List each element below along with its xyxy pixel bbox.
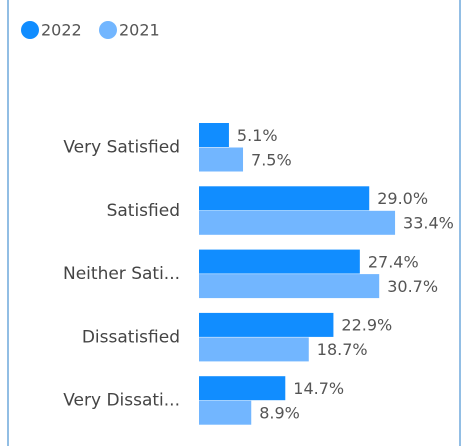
category-label: Neither Sati...	[63, 264, 180, 284]
category-label: Satisfied	[107, 201, 180, 221]
bar	[199, 312, 334, 337]
value-label: 7.5%	[251, 150, 292, 169]
bar	[199, 147, 244, 172]
category-label: Very Satisfied	[63, 138, 180, 158]
frame	[7, 0, 461, 446]
legend-marker	[99, 21, 117, 39]
bar	[199, 274, 380, 299]
category-label: Dissatisfied	[82, 327, 180, 347]
bar	[199, 123, 229, 147]
legend-label: 2021	[119, 21, 160, 40]
value-label: 8.9%	[259, 403, 300, 422]
value-label: 18.7%	[317, 340, 368, 359]
bar	[199, 400, 252, 425]
value-label: 27.4%	[368, 252, 419, 271]
bar	[199, 249, 360, 274]
value-label: 29.0%	[377, 189, 428, 208]
value-label: 5.1%	[237, 126, 278, 145]
category-label: Very Dissati...	[63, 391, 180, 411]
legend-label: 2022	[41, 21, 82, 40]
value-label: 33.4%	[403, 214, 454, 233]
bar	[199, 376, 286, 401]
value-label: 30.7%	[387, 277, 438, 296]
bar	[199, 337, 309, 362]
legend-marker	[21, 21, 39, 39]
value-label: 14.7%	[293, 379, 344, 398]
value-label: 22.9%	[341, 316, 392, 335]
bar	[199, 210, 396, 235]
bar	[199, 186, 370, 211]
